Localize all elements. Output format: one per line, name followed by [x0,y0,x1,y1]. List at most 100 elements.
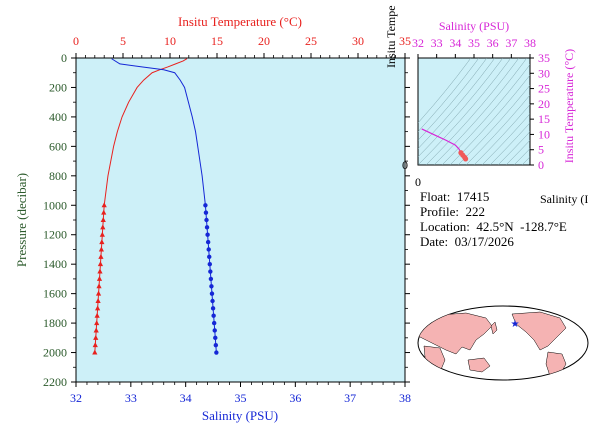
temperature-point [97,268,103,274]
temperature-point [100,224,106,230]
salinity-point [212,328,217,333]
ts-right-tick-label: 0 [538,158,544,172]
ts-right-tick-label: 5 [538,143,544,157]
salinity-axis-title: Salinity (PSU) [202,408,278,423]
density-contour [465,94,530,165]
temperature-point [94,320,100,326]
temperature-point [95,305,101,311]
salinity-point [211,313,216,318]
salinity-point [205,239,211,245]
density-contour [521,156,530,165]
ts-right-axis-title: Insitu Temperature (°C) [562,49,576,163]
ts-bottom-zero: 0 [415,175,421,189]
ts-plot-area [417,57,531,166]
temperature-tick-label: 10 [164,34,176,48]
salinity-point [209,291,215,296]
temperature-point [99,239,105,245]
salinity-tick-label: 38 [399,391,411,405]
ts-left-axis-title: Insitu Tempe [384,5,398,68]
pressure-tick-label: 1800 [43,316,67,330]
temperature-point [93,334,99,340]
pressure-tick-label: 200 [49,80,67,94]
ts-right-tick-label: 15 [538,112,550,126]
world-map: ★ [417,305,589,381]
temperature-ticks: 0 5 10 15 20 25 30 35 [73,34,411,58]
salinity-point [207,261,212,267]
temperature-tick-label: 15 [211,34,223,48]
density-contours [418,58,530,165]
float-info: Float: 17415 Profile: 222 Location: 42.5… [420,189,567,249]
salinity-point [210,306,216,311]
salinity-point [210,298,215,304]
temperature-point [98,253,104,259]
ts-top-tick-label: 32 [412,36,424,50]
density-contour [457,84,530,165]
float-location-marker: ★ [511,319,520,330]
salinity-tick-label: 33 [125,391,137,405]
temperature-point [100,217,106,222]
density-contour [513,148,530,165]
pressure-tick-label: 400 [49,110,67,124]
float-id: Float: 17415 [420,189,489,204]
ts-right-tick-label: 35 [538,51,550,65]
temperature-series [92,58,188,355]
pressure-tick-label: 1200 [43,228,67,242]
ts-left-zero: 0 [402,158,408,172]
ts-top-axis-title: Salinity (PSU) [439,19,509,33]
temperature-tick-label: 20 [258,34,270,48]
temperature-tick-label: 0 [73,34,79,48]
temperature-point [98,246,104,252]
salinity-series [111,58,219,355]
ts-top-tick-label: 34 [449,36,461,50]
salinity-tick-label: 34 [180,391,192,405]
ts-top-ticks: 32 33 34 35 36 37 38 [412,36,536,58]
temperature-point [95,290,102,296]
pressure-axis-title: Pressure (decibar) [14,173,29,267]
temperature-point [93,327,99,333]
density-contour [418,58,504,158]
temperature-point [95,298,101,303]
ts-right-tick-label: 10 [538,127,550,141]
density-contour [418,58,472,124]
salinity-tick-label: 36 [289,391,301,405]
salinity-tick-label: 32 [70,391,82,405]
ts-top-tick-label: 35 [468,36,480,50]
density-contour [425,58,520,165]
density-contour [505,139,530,165]
pressure-tick-label: 1000 [43,198,67,212]
density-contour [441,64,530,165]
profile-plot-area [75,57,406,383]
salinity-point [213,342,219,348]
salinity-point [207,254,212,260]
temperature-line [94,58,188,353]
date: Date: 03/17/2026 [420,234,514,249]
location: Location: 42.5°N -128.7°E [420,219,567,234]
temperature-point [96,283,102,289]
profile-chart: Insitu Temperature (°C) Salinity (PSU) P… [14,14,411,423]
ts-right-tick-label: 25 [538,82,550,96]
salinity-point [205,232,210,237]
ts-top-tick-label: 36 [487,36,499,50]
density-contour [489,122,530,165]
ts-right-tick-label: 20 [538,97,550,111]
ts-top-tick-label: 38 [524,36,536,50]
ts-top-tick-label: 33 [431,36,443,50]
temperature-point [99,231,105,237]
temperature-point [92,349,98,355]
temperature-tick-label: 5 [120,34,126,48]
salinity-tick-label: 37 [344,391,356,405]
salinity-point [206,247,211,252]
salinity-point [204,225,210,230]
ts-diagram: Salinity (PSU) Insitu Temperature (°C) I… [384,5,588,206]
temperature-point [94,312,100,318]
salinity-point [208,269,213,274]
ts-right-tick-label: 30 [538,66,550,80]
profile-number: Profile: 222 [420,204,485,219]
pressure-tick-label: 1400 [43,257,67,271]
salinity-point [204,217,209,223]
density-contour [497,131,530,165]
pressure-tick-label: 2000 [43,346,67,360]
ts-top-tick-label: 37 [505,36,517,50]
